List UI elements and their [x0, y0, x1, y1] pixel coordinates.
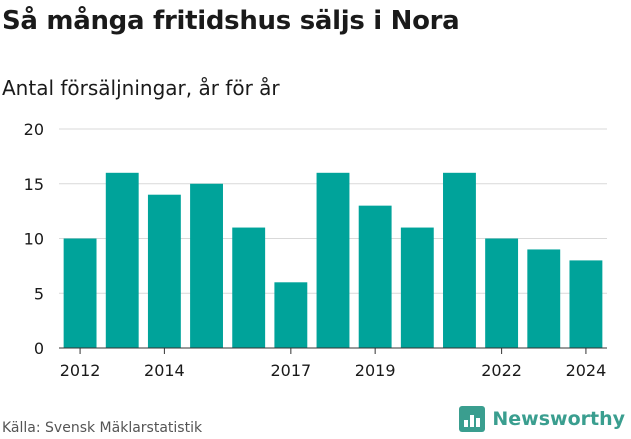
chart-subtitle: Antal försäljningar, år för år	[2, 76, 280, 100]
x-tick-label: 2012	[60, 361, 101, 380]
x-tick-label: 2024	[566, 361, 607, 380]
bar	[569, 260, 603, 348]
bar	[63, 238, 97, 348]
brand-name: Newsworthy	[492, 408, 625, 430]
bar	[147, 194, 181, 348]
bar-chart: 0 5 10 15 20 2012 2014 2017 2019 2022 2024	[24, 120, 607, 380]
x-tick-label: 2014	[144, 361, 185, 380]
bar	[485, 238, 519, 348]
y-tick-label: 20	[24, 120, 44, 139]
chart-title: Så många fritidshus säljs i Nora	[2, 6, 460, 36]
y-tick-label: 15	[24, 175, 44, 194]
bar	[527, 249, 561, 348]
bar	[274, 282, 308, 348]
bar-chart-logo-icon	[459, 406, 486, 432]
x-tick-label: 2022	[481, 361, 522, 380]
bar	[400, 227, 434, 348]
bar	[190, 183, 223, 348]
x-tick-label: 2019	[355, 361, 396, 380]
x-tick-label: 2017	[270, 361, 311, 380]
y-tick-label: 10	[24, 230, 44, 249]
brand-logo: Newsworthy	[459, 406, 625, 432]
y-tick-label: 0	[34, 339, 44, 358]
bar	[358, 205, 392, 348]
bar	[232, 227, 266, 348]
y-tick-label: 5	[34, 284, 44, 303]
bar	[443, 172, 476, 348]
bar	[105, 172, 139, 348]
bar	[316, 172, 350, 348]
source-note: Källa: Svensk Mäklarstatistik	[2, 420, 203, 436]
